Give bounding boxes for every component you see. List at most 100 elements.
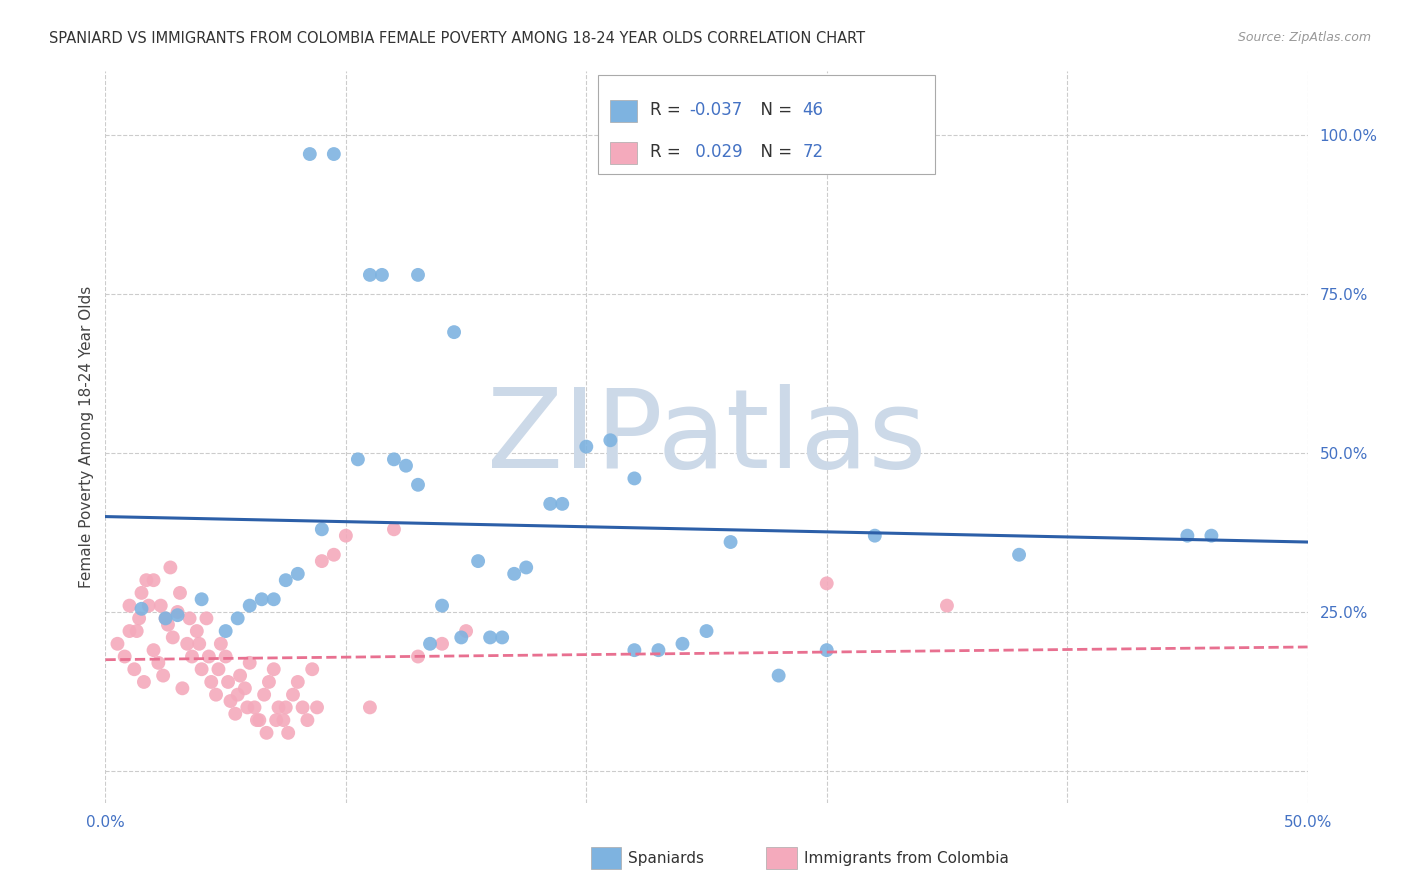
Point (301, 662, 323, 676)
Point (128, 611, 150, 625)
Point (720, 535, 742, 549)
Point (114, 649, 136, 664)
Point (430, 599, 453, 613)
Point (246, 713, 269, 727)
Point (647, 643, 669, 657)
Point (450, 631, 472, 645)
Point (406, 649, 429, 664)
Text: R =: R = (650, 143, 686, 161)
Point (347, 452, 370, 467)
Point (118, 599, 141, 613)
Point (152, 668, 174, 682)
Point (198, 649, 221, 664)
Point (671, 637, 693, 651)
Point (443, 325, 465, 339)
Point (200, 675, 222, 690)
Point (186, 624, 208, 638)
Point (250, 592, 273, 607)
Point (406, 268, 429, 282)
Text: 72: 72 (803, 143, 824, 161)
Point (176, 637, 198, 651)
Point (214, 624, 236, 638)
Y-axis label: Female Poverty Among 18-24 Year Olds: Female Poverty Among 18-24 Year Olds (79, 286, 94, 588)
Point (205, 688, 228, 702)
FancyBboxPatch shape (610, 142, 637, 163)
Point (125, 624, 148, 638)
Point (253, 688, 276, 702)
Point (256, 726, 278, 740)
Point (179, 611, 201, 625)
Point (454, 624, 477, 638)
Point (274, 573, 297, 587)
Point (491, 631, 513, 645)
Point (135, 573, 157, 587)
Point (575, 440, 598, 454)
Point (263, 662, 285, 676)
Point (190, 662, 212, 676)
Point (538, 497, 561, 511)
Point (224, 706, 246, 721)
Point (696, 624, 718, 638)
Point (229, 668, 252, 682)
Point (172, 681, 194, 696)
Point (118, 624, 141, 638)
Point (1201, 529, 1223, 543)
Point (311, 522, 333, 536)
Point (131, 602, 153, 616)
Point (815, 643, 838, 657)
Point (243, 700, 266, 714)
Text: N =: N = (749, 101, 797, 120)
Point (195, 611, 218, 625)
Point (1008, 548, 1031, 562)
Point (257, 675, 280, 690)
Point (131, 586, 153, 600)
Point (297, 713, 319, 727)
Point (623, 471, 645, 485)
Point (181, 649, 204, 664)
Point (159, 560, 181, 574)
Point (305, 700, 328, 714)
Point (107, 637, 129, 651)
Point (311, 554, 333, 568)
Point (156, 617, 179, 632)
Point (214, 649, 236, 664)
FancyBboxPatch shape (599, 75, 935, 174)
Point (166, 608, 188, 623)
Point (281, 688, 304, 702)
Point (239, 656, 262, 670)
Point (226, 688, 249, 702)
Point (335, 529, 357, 543)
Point (768, 668, 790, 682)
Point (142, 573, 165, 587)
Point (236, 700, 259, 714)
Text: 0.029: 0.029 (690, 143, 742, 161)
Text: R =: R = (650, 101, 686, 120)
Point (138, 599, 160, 613)
Point (815, 576, 838, 591)
Point (239, 599, 262, 613)
Point (599, 434, 621, 448)
Text: -0.037: -0.037 (690, 101, 742, 120)
Point (188, 637, 211, 651)
Point (551, 497, 574, 511)
Point (190, 592, 212, 607)
Point (217, 675, 239, 690)
Point (247, 713, 270, 727)
Point (515, 560, 537, 574)
Point (1175, 529, 1198, 543)
Text: Source: ZipAtlas.com: Source: ZipAtlas.com (1237, 31, 1371, 45)
Point (226, 611, 249, 625)
Point (155, 611, 177, 625)
Point (142, 643, 165, 657)
Point (322, 548, 344, 562)
Point (298, 147, 321, 161)
Text: Spaniards: Spaniards (628, 851, 704, 865)
Text: Immigrants from Colombia: Immigrants from Colombia (804, 851, 1010, 865)
Point (155, 611, 177, 625)
Point (277, 726, 299, 740)
Text: SPANIARD VS IMMIGRANTS FROM COLOMBIA FEMALE POVERTY AMONG 18-24 YEAR OLDS CORREL: SPANIARD VS IMMIGRANTS FROM COLOMBIA FEM… (49, 31, 865, 46)
Point (162, 631, 184, 645)
Point (169, 586, 191, 600)
Text: N =: N = (749, 143, 797, 161)
Point (479, 631, 502, 645)
